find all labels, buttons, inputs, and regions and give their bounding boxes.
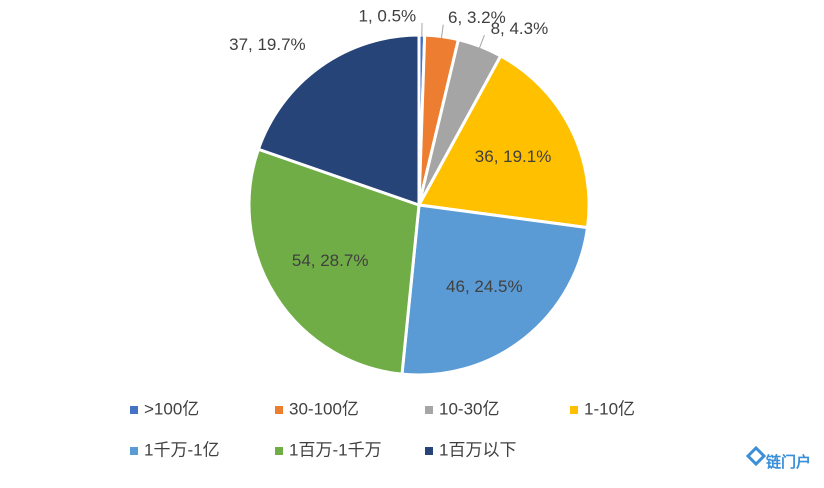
legend-swatch — [130, 447, 138, 455]
data-label: 54, 28.7% — [292, 251, 369, 270]
legend-swatch — [570, 406, 578, 414]
legend-swatch — [275, 406, 283, 414]
legend-swatch — [130, 406, 138, 414]
data-label: 1, 0.5% — [358, 7, 416, 26]
watermark: 链门户 — [766, 453, 811, 471]
legend-label: 10-30亿 — [439, 399, 499, 418]
legend-label: 1百万以下 — [439, 440, 516, 459]
legend-label: 1千万-1亿 — [144, 440, 220, 459]
legend-label: 1百万-1千万 — [289, 440, 382, 459]
data-label: 37, 19.7% — [229, 35, 306, 54]
data-label: 8, 4.3% — [491, 19, 549, 38]
legend-label: 30-100亿 — [289, 399, 359, 418]
legend-label: >100亿 — [144, 399, 199, 418]
legend-swatch — [275, 447, 283, 455]
legend-label: 1-10亿 — [584, 399, 635, 418]
legend-swatch — [425, 406, 433, 414]
data-label: 36, 19.1% — [475, 147, 552, 166]
data-label: 46, 24.5% — [446, 277, 523, 296]
legend-swatch — [425, 447, 433, 455]
